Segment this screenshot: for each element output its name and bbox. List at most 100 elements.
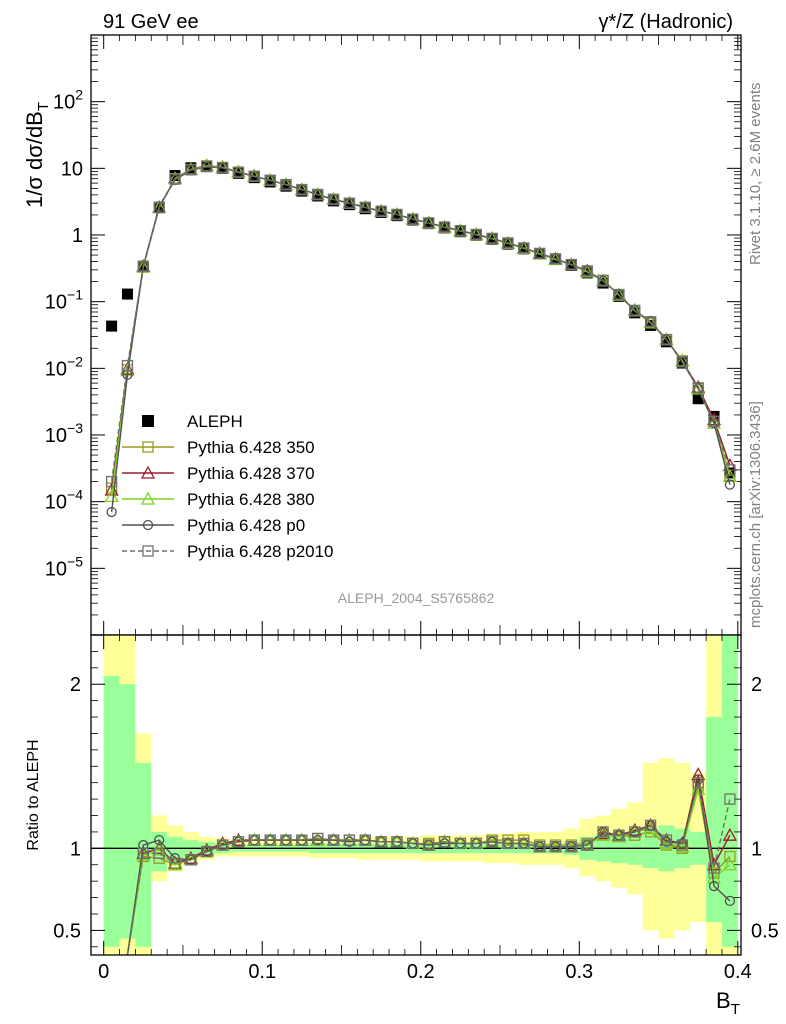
ratio-series-marker [152, 842, 167, 856]
legend-marker [142, 545, 154, 557]
ratio-series-marker [581, 839, 593, 851]
ratio-series-marker [438, 836, 451, 848]
main-y-tick-exponent: 2 [75, 87, 83, 103]
series-marker [548, 252, 563, 266]
ratio-series-marker [470, 837, 482, 850]
ratio-series-marker [659, 836, 674, 850]
data-point [645, 319, 657, 331]
series-marker [201, 160, 213, 173]
data-point [248, 172, 260, 184]
ratio-series-marker [232, 836, 245, 848]
x-axis-label: BT [716, 988, 740, 1018]
ratio-series-marker [644, 819, 657, 832]
main-y-axis-label-sub: T [35, 102, 52, 111]
series-marker [423, 217, 435, 229]
data-point [280, 180, 292, 192]
x-axis-label-main: B [716, 988, 731, 1013]
ratio-series-marker [391, 836, 403, 848]
series-marker [565, 258, 578, 271]
series-marker [391, 208, 403, 221]
ratio-series-marker [692, 777, 704, 789]
series-marker [676, 356, 688, 368]
main-y-tick-exponent: −2 [67, 353, 83, 369]
legend-marker [140, 465, 156, 479]
ratio-series-marker [327, 834, 340, 846]
ratio-series-marker [216, 839, 229, 851]
ratio-series-marker [201, 845, 213, 858]
legend-marker [142, 519, 154, 531]
series-marker [121, 359, 134, 372]
ratio-series-marker [724, 895, 736, 906]
data-point [185, 162, 197, 174]
series-marker [691, 381, 706, 395]
ratio-uncertainty-bands [91, 635, 741, 955]
series-marker [692, 382, 704, 394]
series-line [110, 166, 731, 513]
series-marker [104, 489, 119, 503]
ratio-series-marker [708, 862, 720, 874]
ratio-y-tick-label-right: 2 [751, 674, 762, 696]
data-point [359, 203, 371, 215]
process-label: γ*/Z (Hadronic) [599, 11, 733, 33]
series-marker [407, 213, 419, 225]
data-point [407, 214, 419, 226]
ratio-y-tick-label-right: 1 [751, 838, 762, 860]
ratio-series-marker [138, 839, 149, 851]
ratio-series-marker [629, 826, 641, 838]
data-point [296, 185, 308, 197]
series-marker [105, 475, 118, 488]
main-y-tick-base: 10 [45, 358, 67, 380]
main-y-tick-exponent: −1 [67, 287, 83, 303]
ratio-series-marker [722, 827, 737, 841]
x-tick-label: 0.3 [565, 961, 593, 983]
main-y-tick-base: 10 [45, 558, 67, 580]
ratio-series-marker [407, 837, 419, 850]
series-marker [502, 237, 514, 249]
ratio-series-marker [375, 836, 387, 848]
legend-label: Pythia 6.428 p2010 [187, 542, 334, 561]
data-point [232, 167, 244, 179]
ratio-series-marker [565, 841, 578, 853]
data-point [106, 320, 118, 332]
analysis-label: ALEPH_2004_S5765862 [338, 590, 495, 606]
series-marker [470, 228, 482, 241]
series-marker [185, 164, 197, 176]
main-y-tick-label: 102 [53, 87, 83, 114]
series-marker [264, 174, 276, 187]
ratio-y-axis-label: Ratio to ALEPH [25, 739, 42, 850]
series-marker [675, 353, 690, 367]
series-marker [708, 415, 720, 428]
series-marker [248, 170, 260, 182]
series-marker [613, 288, 625, 301]
ratio-series-marker [676, 839, 688, 851]
x-tick-label: 0.4 [724, 961, 752, 983]
series-marker [534, 247, 546, 260]
ratio-series-marker [549, 841, 562, 853]
ratio-series-marker [724, 850, 736, 863]
ratio-y-tick-label-left: 2 [70, 674, 81, 696]
legend-marker [140, 491, 156, 505]
data-point [597, 277, 609, 289]
x-tick-label: 0 [98, 961, 109, 983]
main-y-tick-label: 10−2 [45, 353, 83, 380]
ratio-series-marker [312, 832, 324, 845]
data-point [312, 190, 324, 202]
x-tick-label: 0.2 [407, 961, 435, 983]
series-marker [312, 188, 324, 201]
ratio-series-marker [518, 837, 530, 850]
ratio-series-marker [153, 847, 165, 859]
ratio-series-marker [231, 832, 246, 846]
x-axis-label-sub: T [731, 1001, 740, 1018]
legend-label: ALEPH [187, 412, 243, 431]
ratio-series-marker [296, 834, 308, 846]
data-point [565, 259, 577, 271]
data-point [328, 195, 340, 207]
series-marker [518, 242, 530, 254]
ratio-axis-ticks: 0.5 0.5 1 1 2 2 [53, 651, 779, 948]
data-point [629, 307, 641, 319]
main-y-tick-label: 10−3 [45, 420, 83, 447]
ratio-series-marker [722, 857, 737, 871]
main-y-tick-base: 10 [45, 425, 67, 447]
